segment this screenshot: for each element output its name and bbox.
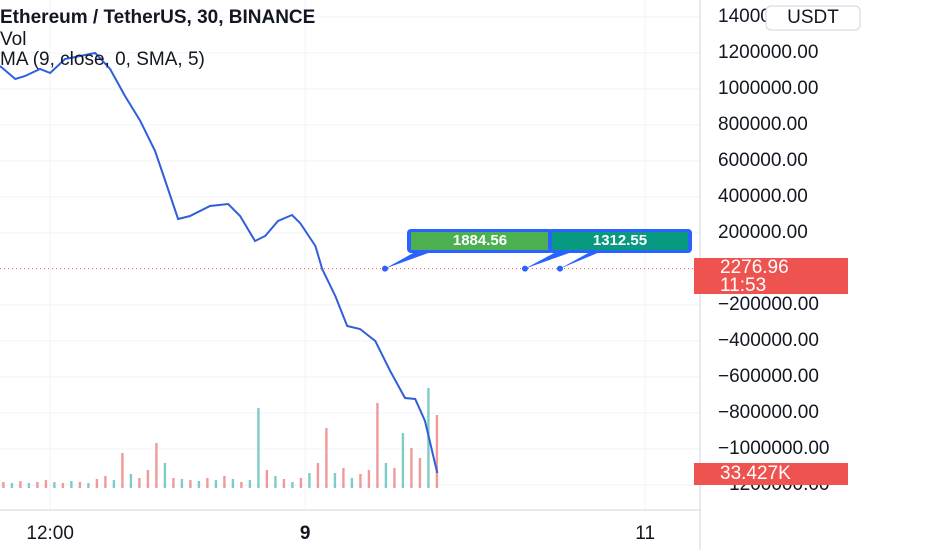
volume-bar xyxy=(87,483,90,488)
price-badge xyxy=(694,258,848,294)
volume-bar xyxy=(189,480,192,488)
volume-bar xyxy=(155,443,158,488)
callout-box xyxy=(411,232,549,250)
volume-bar xyxy=(401,433,405,488)
volume-bar xyxy=(70,481,73,488)
callout-pointer xyxy=(385,252,431,269)
callout-label: 1884.56 xyxy=(453,232,507,249)
y-tick-label: 200000.00 xyxy=(718,222,808,243)
y-tick-label: 1200000.00 xyxy=(718,42,818,63)
volume-bar xyxy=(10,483,14,488)
volume-bar xyxy=(95,479,99,488)
volume-bar xyxy=(248,480,252,488)
volume-bar xyxy=(282,479,286,488)
volume-bar xyxy=(146,470,150,488)
x-tick-label: 11 xyxy=(635,523,655,544)
volume-bar xyxy=(223,476,226,488)
y-tick-label: −600000.00 xyxy=(718,366,819,387)
callout-box xyxy=(552,232,688,250)
countdown-label: 11:53 xyxy=(720,275,766,296)
y-tick-label: −200000.00 xyxy=(718,294,819,315)
volume-bar xyxy=(418,458,422,488)
volume-bar xyxy=(27,483,31,488)
volume-bar xyxy=(61,483,65,488)
volume-bar xyxy=(163,463,167,488)
y-tick-label: 800000.00 xyxy=(718,114,808,135)
volume-label: 33.427K xyxy=(720,463,791,484)
volume-bar xyxy=(129,474,133,488)
y-tick-label: −400000.00 xyxy=(718,330,819,351)
ma-line xyxy=(0,51,439,474)
y-tick-label: 600000.00 xyxy=(718,150,808,171)
volume-bar xyxy=(78,482,82,488)
volume-bar xyxy=(214,480,218,488)
currency-label[interactable]: USDT xyxy=(787,7,839,28)
callout-pointer xyxy=(525,252,572,269)
volume-bar xyxy=(410,448,413,488)
callout-label: 1312.55 xyxy=(593,232,647,249)
volume-title: Vol xyxy=(0,29,26,50)
volume-bar xyxy=(121,453,124,488)
volume-bar xyxy=(206,478,209,488)
volume-bar xyxy=(138,478,141,488)
currency-badge xyxy=(765,5,861,31)
volume-bar xyxy=(172,478,175,488)
volume-bar xyxy=(231,479,235,488)
volume-badge xyxy=(694,463,848,485)
volume-bar xyxy=(325,428,328,488)
volume-bar xyxy=(257,408,260,488)
indicator-title: MA (9, close, 0, SMA, 5) xyxy=(0,49,205,70)
volume-bar xyxy=(274,476,277,488)
y-tick-label: 400000.00 xyxy=(718,186,808,207)
callout-pointer xyxy=(560,252,600,269)
anchor-point xyxy=(382,265,388,272)
volume-bar xyxy=(435,415,439,488)
volume-bar xyxy=(180,479,184,488)
volume-bar xyxy=(367,470,371,488)
x-tick-label: 12:00 xyxy=(26,523,74,544)
volume-bar xyxy=(316,463,320,488)
volume-bar xyxy=(393,468,396,488)
volume-bar xyxy=(36,482,39,488)
volume-bar xyxy=(240,482,243,488)
volume-bar xyxy=(2,482,5,488)
volume-bar xyxy=(291,482,294,488)
y-tick-label: −1000000.00 xyxy=(718,438,829,459)
chart-title: Ethereum / TetherUS, 30, BINANCE xyxy=(0,7,315,28)
volume-bar xyxy=(19,481,22,488)
volume-bar xyxy=(333,473,337,488)
volume-bar xyxy=(376,403,379,488)
volume-bar xyxy=(53,482,56,488)
volume-bar xyxy=(197,481,201,488)
volume-bar xyxy=(104,476,107,488)
volume-bar xyxy=(350,478,354,488)
volume-bar xyxy=(308,473,311,488)
volume-bar xyxy=(44,480,48,488)
volume-bar xyxy=(384,463,388,488)
volume-bar xyxy=(112,480,116,488)
volume-bar xyxy=(342,468,345,488)
volume-bar xyxy=(265,470,269,488)
anchor-point xyxy=(522,265,528,272)
y-tick-label: 1000000.00 xyxy=(718,78,818,99)
volume-bar xyxy=(299,478,303,488)
volume-bar xyxy=(359,474,362,488)
y-tick-label: −800000.00 xyxy=(718,402,819,423)
price-label: 2276.96 xyxy=(720,257,789,278)
x-tick-label: 9 xyxy=(300,523,311,544)
